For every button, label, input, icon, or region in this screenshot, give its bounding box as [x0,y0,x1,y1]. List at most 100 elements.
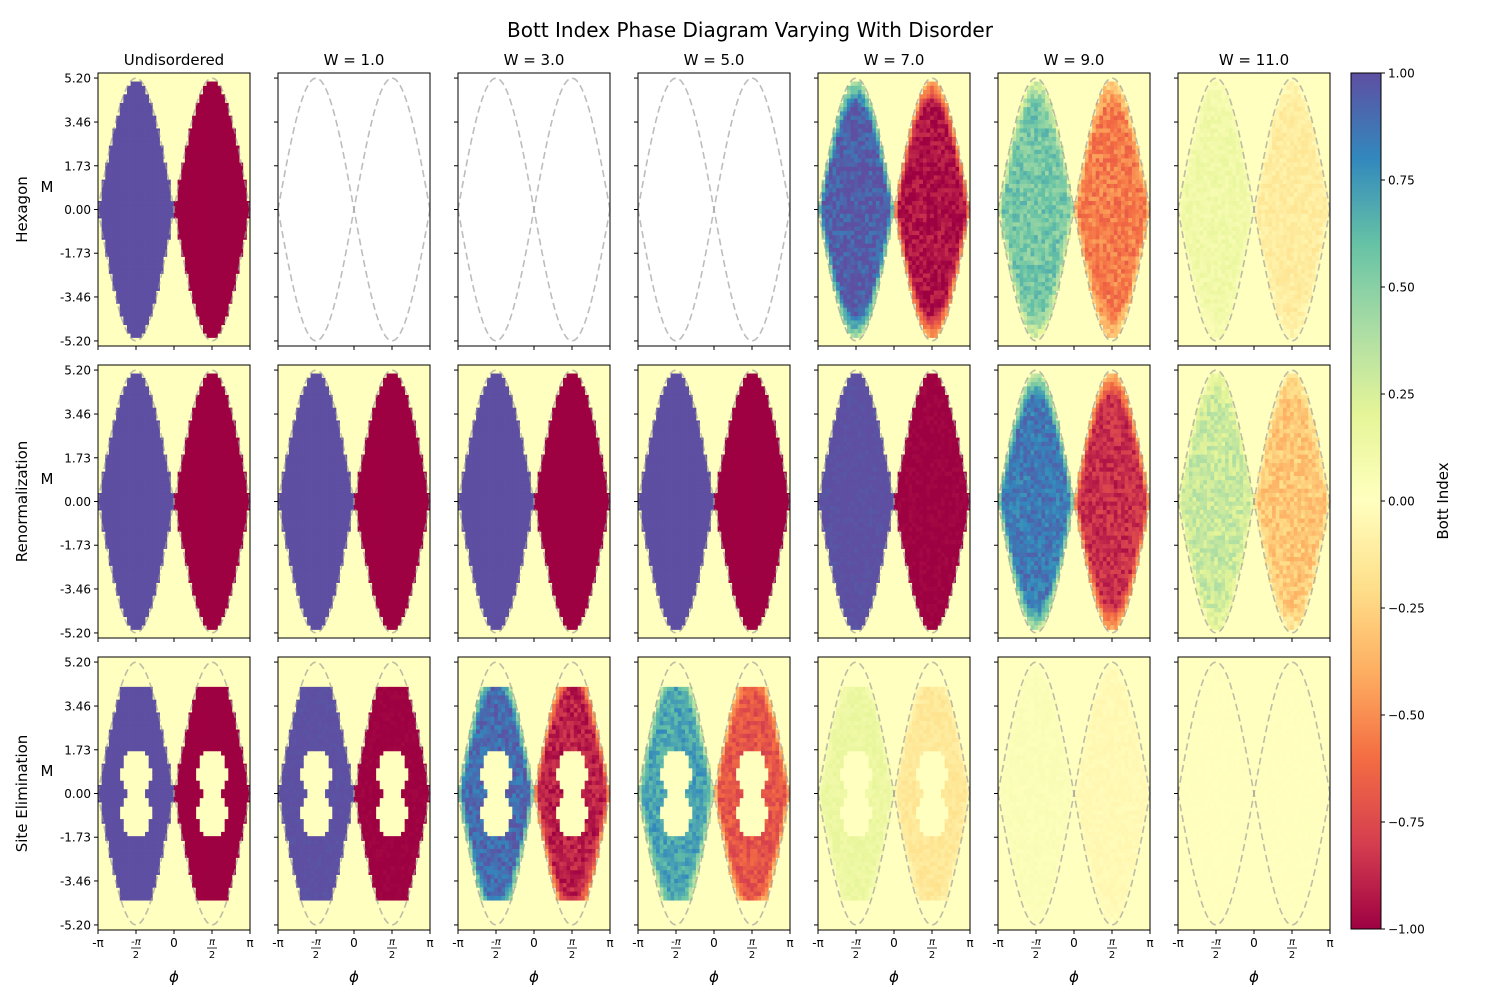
heatmap-cell [829,239,833,244]
heatmap-cell [217,244,221,249]
heatmap-cell [1092,192,1096,197]
heatmap-cell [210,214,214,219]
heatmap-cell [858,303,862,308]
heatmap-cell [945,197,949,202]
heatmap-cell [138,94,142,99]
heatmap-cell [919,103,923,108]
heatmap-cell [1128,141,1132,146]
heatmap-cell [887,205,891,210]
heatmap-cell [1041,99,1045,104]
heatmap-cell [1020,188,1024,193]
heatmap-cell [1114,107,1118,112]
heatmap-cell [930,248,934,253]
heatmap-cell [1128,128,1132,133]
heatmap-cell [876,167,880,172]
heatmap-cell [221,150,225,155]
heatmap-cell [134,111,138,116]
heatmap-cell [945,167,949,172]
heatmap-cell [937,205,941,210]
heatmap-cell [123,150,127,155]
heatmap-cell [858,269,862,274]
heatmap-cell [851,261,855,266]
heatmap-cell [1110,333,1114,338]
heatmap-cell [1031,99,1035,104]
heatmap-cell [127,218,131,223]
heatmap-cell [887,192,891,197]
heatmap-cell [221,103,225,108]
heatmap-cell [1132,244,1136,249]
heatmap-cell [901,180,905,185]
heatmap-cell [851,210,855,215]
heatmap-cell [919,192,923,197]
heatmap-cell [1125,265,1129,270]
heatmap-cell [1027,163,1031,168]
heatmap-cell [1085,235,1089,240]
heatmap-cell [1056,137,1060,142]
heatmap-cell [923,273,927,278]
heatmap-cell [145,103,149,108]
heatmap-cell [861,111,865,116]
heatmap-cell [131,107,135,112]
heatmap-cell [1096,244,1100,249]
heatmap-cell [872,192,876,197]
heatmap-cell [232,158,236,163]
heatmap-cell [141,248,145,253]
heatmap-cell [1023,273,1027,278]
heatmap-cell [141,171,145,176]
heatmap-cell [1107,111,1111,116]
heatmap-cell [127,99,131,104]
heatmap-cell [1027,184,1031,189]
heatmap-cell [869,286,873,291]
heatmap-cell [1023,99,1027,104]
heatmap-cell [1034,120,1038,125]
heatmap-cell [138,218,142,223]
heatmap-cell [912,261,916,266]
heatmap-cell [1045,261,1049,266]
heatmap-cell [188,265,192,270]
heatmap-cell [109,180,113,185]
heatmap-cell [1023,295,1027,300]
heatmap-cell [1085,154,1089,159]
heatmap-cell [930,325,934,330]
heatmap-cell [1107,265,1111,270]
heatmap-cell [156,231,160,236]
heatmap-cell [141,278,145,283]
heatmap-cell [825,222,829,227]
heatmap-cell [236,167,240,172]
heatmap-cell [858,329,862,334]
heatmap-cell [185,244,189,249]
heatmap-cell [1099,261,1103,266]
heatmap-cell [945,256,949,261]
heatmap-cell [865,175,869,180]
heatmap-cell [123,299,127,304]
heatmap-cell [1031,133,1035,138]
heatmap-cell [898,222,902,227]
heatmap-cell [228,141,232,146]
heatmap-cell [192,141,196,146]
heatmap-cell [203,329,207,334]
heatmap-cell [1110,137,1114,142]
heatmap-cell [1136,222,1140,227]
heatmap-cell [210,325,214,330]
heatmap-cell [1103,308,1107,313]
heatmap-cell [832,244,836,249]
heatmap-cell [1114,103,1118,108]
heatmap-cell [1110,227,1114,232]
heatmap-cell [1096,282,1100,287]
heatmap-cell [1099,227,1103,232]
heatmap-cell [1121,171,1125,176]
heatmap-cell [116,184,120,189]
heatmap-cell [221,197,225,202]
heatmap-cell [851,175,855,180]
heatmap-cell [1128,218,1132,223]
heatmap-cell [1136,175,1140,180]
heatmap-cell [901,175,905,180]
heatmap-cell [1052,239,1056,244]
heatmap-cell [192,205,196,210]
heatmap-cell [116,124,120,129]
heatmap-cell [840,265,844,270]
heatmap-cell [1099,316,1103,321]
heatmap-cell [192,299,196,304]
heatmap-cell [160,167,164,172]
heatmap-cell [116,158,120,163]
